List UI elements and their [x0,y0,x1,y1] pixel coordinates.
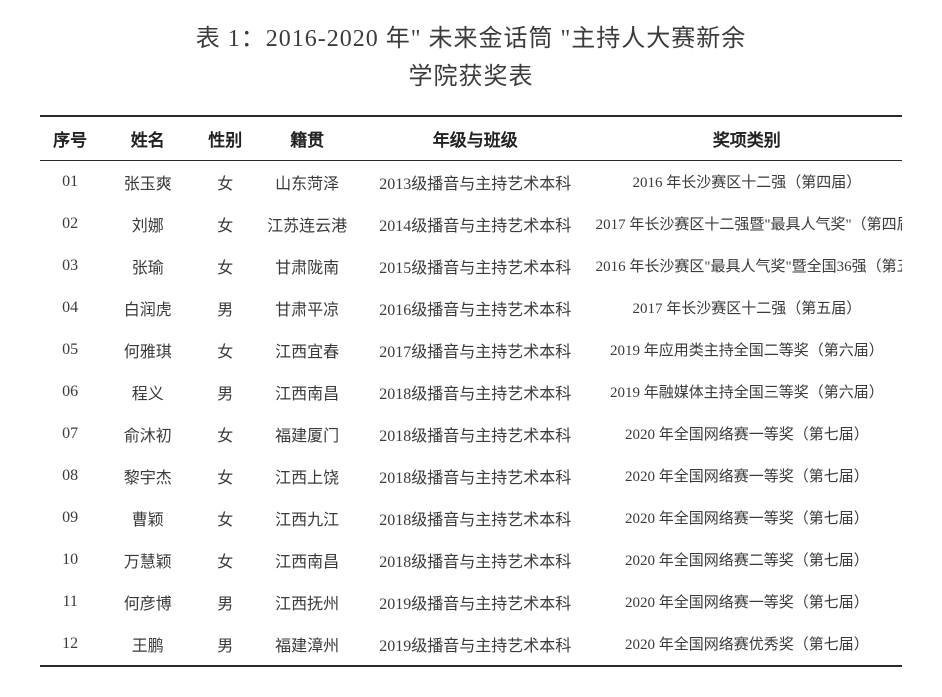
col-header-sex: 性别 [195,116,255,161]
table-cell: 2017 年长沙赛区十二强暨"最具人气奖"（第四届） [592,203,902,245]
col-header-home: 籍贯 [255,116,358,161]
table-cell: 男 [195,287,255,329]
table-cell: 2014级播音与主持艺术本科 [359,203,592,245]
table-cell: 江西宜春 [255,329,358,371]
table-row: 01张玉爽女山东菏泽2013级播音与主持艺术本科2016 年长沙赛区十二强（第四… [40,160,902,203]
table-cell: 09 [40,497,100,539]
table-cell: 07 [40,413,100,455]
table-cell: 08 [40,455,100,497]
table-cell: 张玉爽 [100,160,195,203]
table-cell: 11 [40,581,100,623]
table-cell: 2019级播音与主持艺术本科 [359,581,592,623]
table-cell: 2017级播音与主持艺术本科 [359,329,592,371]
table-cell: 2016 年长沙赛区十二强（第四届） [592,160,902,203]
table-cell: 2016级播音与主持艺术本科 [359,287,592,329]
table-cell: 2016 年长沙赛区"最具人气奖"暨全国36强（第五届） [592,245,902,287]
col-header-award: 奖项类别 [592,116,902,161]
table-cell: 2017 年长沙赛区十二强（第五届） [592,287,902,329]
table-cell: 男 [195,623,255,666]
table-cell: 2018级播音与主持艺术本科 [359,413,592,455]
table-cell: 江苏连云港 [255,203,358,245]
table-cell: 江西南昌 [255,371,358,413]
table-cell: 江西南昌 [255,539,358,581]
table-cell: 2018级播音与主持艺术本科 [359,497,592,539]
table-body: 01张玉爽女山东菏泽2013级播音与主持艺术本科2016 年长沙赛区十二强（第四… [40,160,902,666]
table-caption: 表 1：2016-2020 年" 未来金话筒 "主持人大赛新余 学院获奖表 [40,20,902,97]
table-cell: 白润虎 [100,287,195,329]
table-cell: 03 [40,245,100,287]
table-cell: 男 [195,581,255,623]
table-cell: 女 [195,245,255,287]
table-cell: 2019级播音与主持艺术本科 [359,623,592,666]
table-cell: 万慧颖 [100,539,195,581]
table-cell: 2018级播音与主持艺术本科 [359,539,592,581]
table-row: 03张瑜女甘肃陇南2015级播音与主持艺术本科2016 年长沙赛区"最具人气奖"… [40,245,902,287]
table-row: 04白润虎男甘肃平凉2016级播音与主持艺术本科2017 年长沙赛区十二强（第五… [40,287,902,329]
table-cell: 刘娜 [100,203,195,245]
table-cell: 2020 年全国网络赛优秀奖（第七届） [592,623,902,666]
table-cell: 曹颖 [100,497,195,539]
table-cell: 男 [195,371,255,413]
table-row: 11何彦博男江西抚州2019级播音与主持艺术本科2020 年全国网络赛一等奖（第… [40,581,902,623]
table-cell: 2020 年全国网络赛一等奖（第七届） [592,455,902,497]
table-row: 05何雅琪女江西宜春2017级播音与主持艺术本科2019 年应用类主持全国二等奖… [40,329,902,371]
table-cell: 山东菏泽 [255,160,358,203]
table-cell: 女 [195,203,255,245]
table-cell: 福建漳州 [255,623,358,666]
table-cell: 黎宇杰 [100,455,195,497]
table-cell: 2013级播音与主持艺术本科 [359,160,592,203]
table-cell: 2015级播音与主持艺术本科 [359,245,592,287]
table-cell: 女 [195,497,255,539]
table-cell: 2020 年全国网络赛一等奖（第七届） [592,581,902,623]
table-header-row: 序号 姓名 性别 籍贯 年级与班级 奖项类别 [40,116,902,161]
table-cell: 05 [40,329,100,371]
table-cell: 程义 [100,371,195,413]
table-cell: 女 [195,455,255,497]
table-cell: 2019 年应用类主持全国二等奖（第六届） [592,329,902,371]
table-cell: 12 [40,623,100,666]
table-row: 08黎宇杰女江西上饶2018级播音与主持艺术本科2020 年全国网络赛一等奖（第… [40,455,902,497]
table-cell: 甘肃陇南 [255,245,358,287]
table-cell: 女 [195,160,255,203]
table-cell: 甘肃平凉 [255,287,358,329]
table-row: 12王鹏男福建漳州2019级播音与主持艺术本科2020 年全国网络赛优秀奖（第七… [40,623,902,666]
table-cell: 江西九江 [255,497,358,539]
table-cell: 女 [195,539,255,581]
table-cell: 2020 年全国网络赛一等奖（第七届） [592,413,902,455]
table-cell: 女 [195,329,255,371]
table-cell: 2020 年全国网络赛一等奖（第七届） [592,497,902,539]
col-header-grade: 年级与班级 [359,116,592,161]
table-row: 06程义男江西南昌2018级播音与主持艺术本科2019 年融媒体主持全国三等奖（… [40,371,902,413]
table-cell: 福建厦门 [255,413,358,455]
col-header-no: 序号 [40,116,100,161]
table-cell: 张瑜 [100,245,195,287]
table-cell: 女 [195,413,255,455]
table-cell: 2018级播音与主持艺术本科 [359,371,592,413]
table-cell: 俞沐初 [100,413,195,455]
table-row: 02刘娜女江苏连云港2014级播音与主持艺术本科2017 年长沙赛区十二强暨"最… [40,203,902,245]
caption-line-2: 学院获奖表 [409,64,534,90]
table-row: 10万慧颖女江西南昌2018级播音与主持艺术本科2020 年全国网络赛二等奖（第… [40,539,902,581]
table-cell: 10 [40,539,100,581]
table-cell: 江西抚州 [255,581,358,623]
caption-line-1: 表 1：2016-2020 年" 未来金话筒 "主持人大赛新余 [196,26,747,52]
table-cell: 06 [40,371,100,413]
table-cell: 2019 年融媒体主持全国三等奖（第六届） [592,371,902,413]
awards-table: 序号 姓名 性别 籍贯 年级与班级 奖项类别 01张玉爽女山东菏泽2013级播音… [40,115,902,667]
table-cell: 江西上饶 [255,455,358,497]
page: 表 1：2016-2020 年" 未来金话筒 "主持人大赛新余 学院获奖表 序号… [0,0,942,697]
table-cell: 2018级播音与主持艺术本科 [359,455,592,497]
table-row: 09曹颖女江西九江2018级播音与主持艺术本科2020 年全国网络赛一等奖（第七… [40,497,902,539]
table-cell: 何雅琪 [100,329,195,371]
col-header-name: 姓名 [100,116,195,161]
table-cell: 01 [40,160,100,203]
table-row: 07俞沐初女福建厦门2018级播音与主持艺术本科2020 年全国网络赛一等奖（第… [40,413,902,455]
table-cell: 何彦博 [100,581,195,623]
table-cell: 王鹏 [100,623,195,666]
table-cell: 02 [40,203,100,245]
table-cell: 2020 年全国网络赛二等奖（第七届） [592,539,902,581]
table-cell: 04 [40,287,100,329]
